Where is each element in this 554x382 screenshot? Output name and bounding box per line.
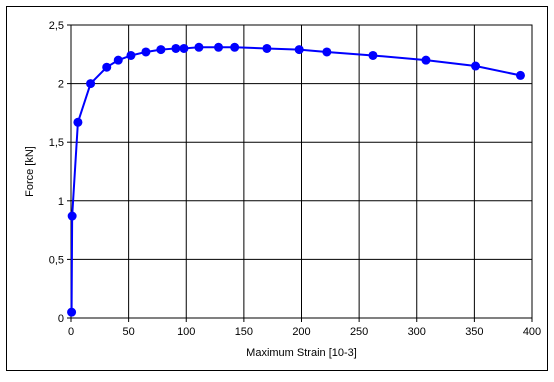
data-point [141,47,151,57]
y-tick-label: 1 [58,196,64,208]
x-tick-label: 350 [465,326,483,338]
data-point [179,43,189,53]
data-point [86,79,96,89]
data-point [126,50,136,60]
data-point [194,42,204,52]
y-tick-label: 2 [58,79,64,91]
y-tick-label: 1,5 [49,137,64,149]
data-point [368,50,378,60]
x-tick-label: 200 [292,326,310,338]
data-point [156,45,166,55]
data-point [294,45,304,55]
data-point [322,47,332,57]
data-point [73,117,83,127]
x-axis-title: Maximum Strain [10-3] [246,347,357,359]
x-tick-label: 50 [123,326,135,338]
data-point [113,55,123,65]
x-tick-label: 400 [523,326,541,338]
data-point [421,55,431,65]
data-point [230,42,240,52]
x-tick-label: 100 [177,326,195,338]
data-point [214,42,224,52]
data-point [515,70,525,80]
axes: 0 50 100 150 200 250 300 350 400 0 0,5 1 1,5 2 2,5 [49,20,541,338]
data-point [471,61,481,71]
data-point [171,43,181,53]
data-point [262,43,272,53]
x-tick-label: 300 [408,326,426,338]
data-point [67,211,77,221]
data-point [102,62,112,72]
y-tick-label: 0,5 [49,254,64,266]
x-tick-label: 150 [235,326,253,338]
grid-lines [71,25,532,318]
y-axis-title: Force [kN] [24,146,36,197]
x-tick-label: 250 [350,326,368,338]
y-tick-label: 0 [58,313,64,325]
x-tick-label: 0 [68,326,74,338]
y-tick-label: 2,5 [49,20,64,32]
data-series [67,42,525,317]
data-point [67,307,77,317]
